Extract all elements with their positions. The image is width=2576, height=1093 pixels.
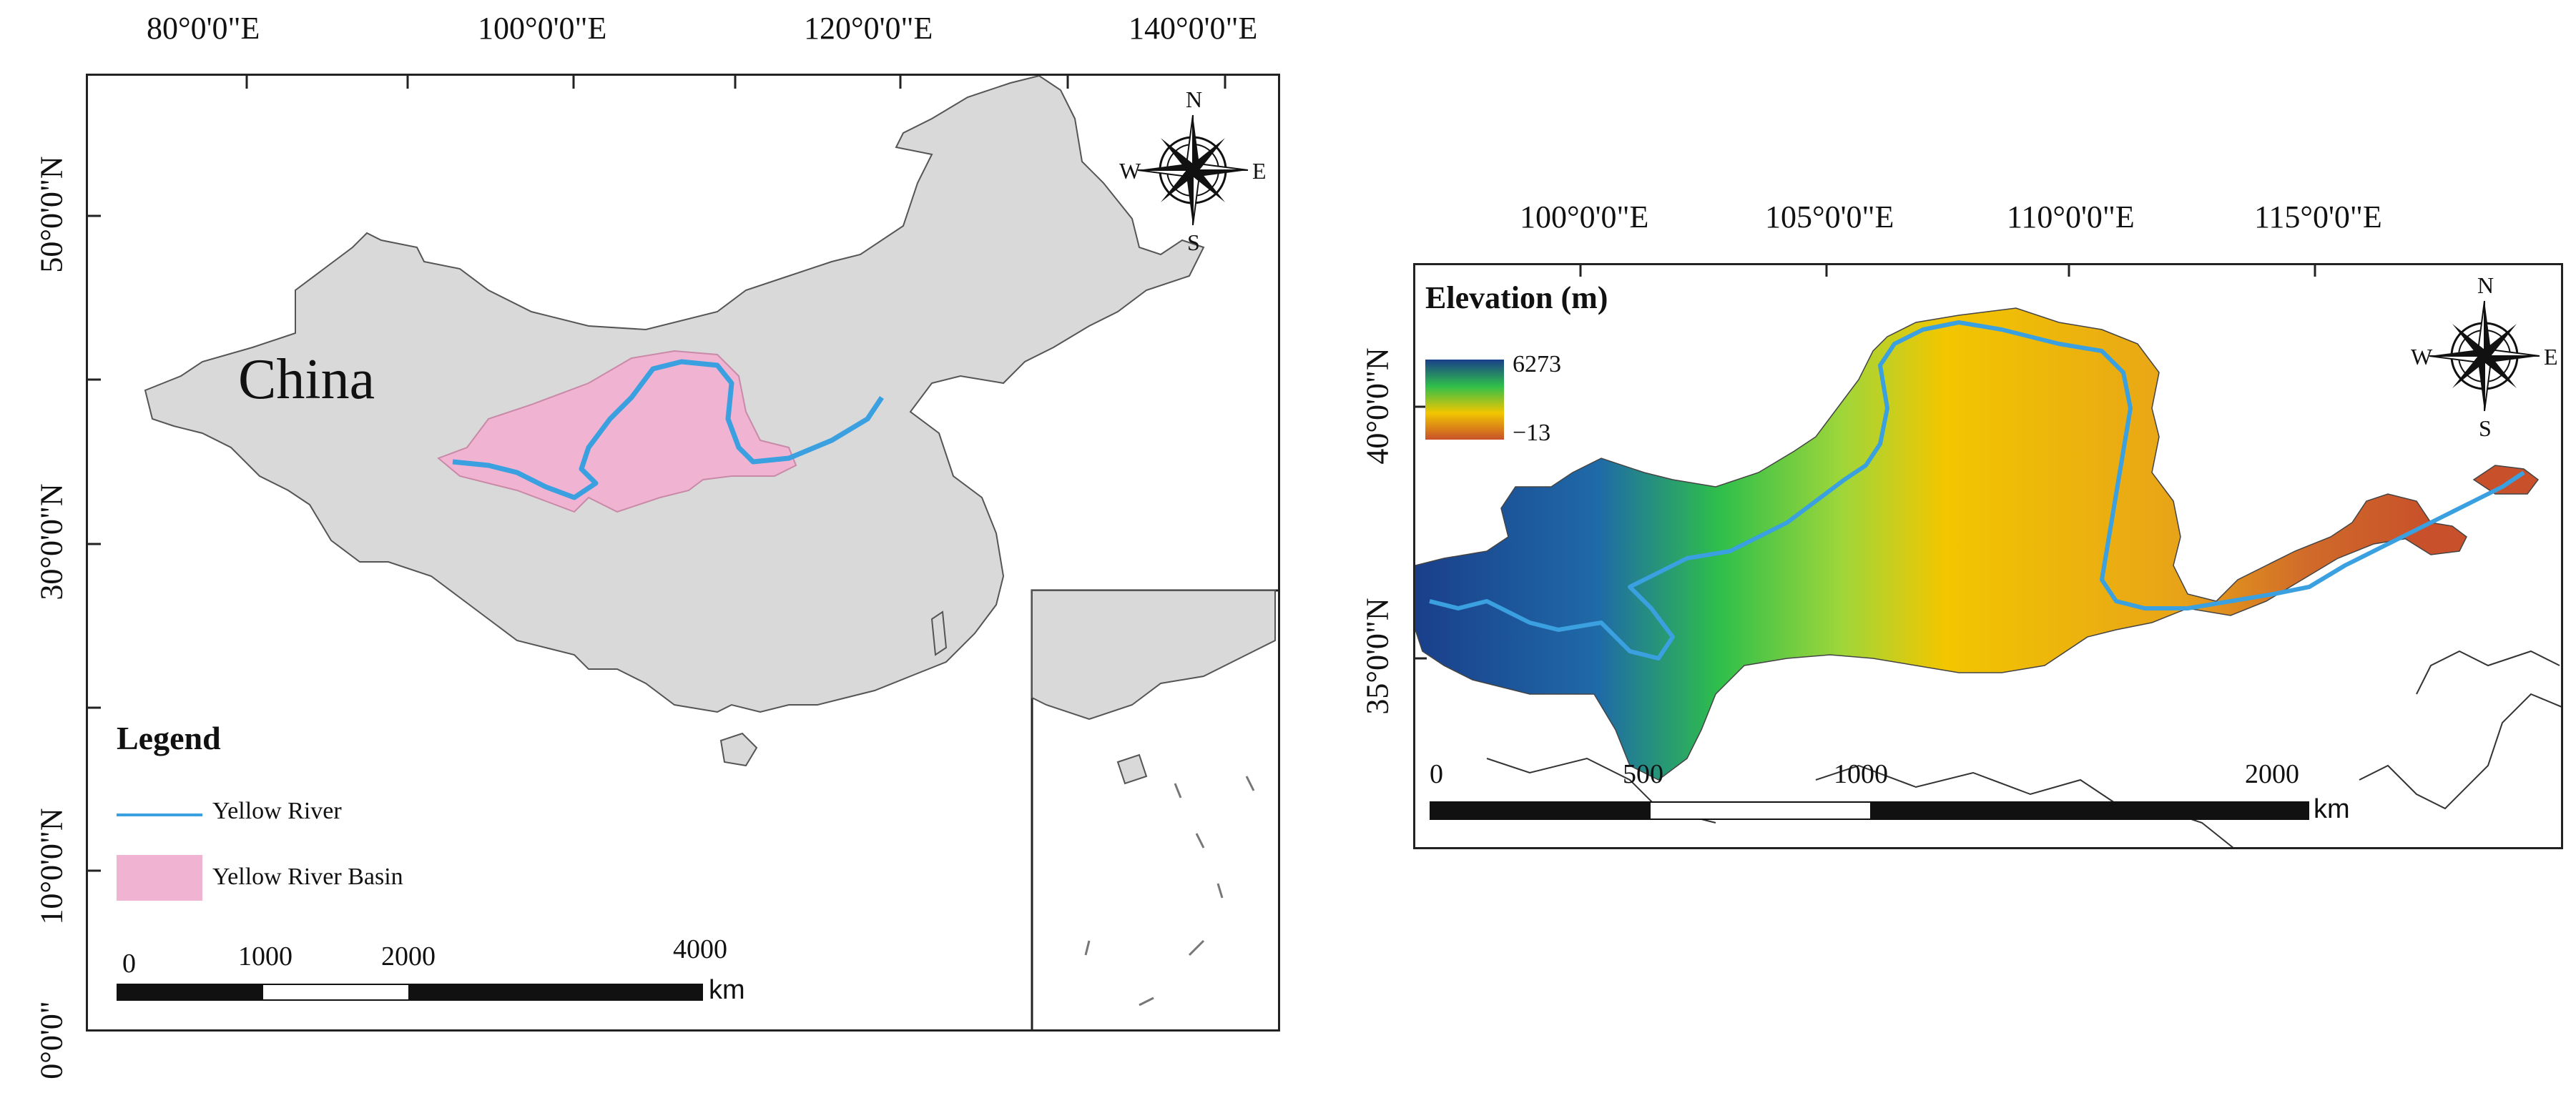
right-map-frame: Elevation (m) 6273 −13: [1413, 263, 2563, 849]
elevation-basin: [1415, 307, 2432, 781]
right-scale-label-1000: 1000: [1834, 759, 1888, 789]
taiwan-island: [930, 610, 948, 656]
china-label: China: [238, 348, 375, 411]
elevation-colorbar: [1425, 360, 1504, 440]
legend-title: Legend: [117, 720, 221, 756]
right-map-canvas: [1415, 265, 2561, 847]
left-scalebar: 0 1000 2000 4000 km: [117, 934, 746, 1019]
elevation-legend: Elevation (m) 6273 −13: [1425, 280, 1683, 446]
right-compass-n: N: [2477, 272, 2494, 298]
right-top-tick-105e: 105°0'0"E: [1765, 199, 1894, 234]
left-map-canvas: [88, 76, 1278, 1029]
left-compass-e: E: [1252, 158, 1267, 184]
left-scalebar-bar: [117, 984, 703, 1001]
right-scale-label-2000: 2000: [2245, 759, 2299, 789]
left-scale-label-2000: 2000: [381, 941, 436, 971]
right-compass-e: E: [2544, 344, 2558, 370]
left-compass-n: N: [1186, 86, 1203, 112]
right-compass-rose: N S W E: [2409, 272, 2560, 441]
left-compass-s: S: [1187, 229, 1200, 255]
inset-coastline: [1031, 590, 1276, 721]
elevation-title: Elevation (m): [1425, 280, 1608, 315]
right-top-tick-110e: 110°0'0"E: [2007, 199, 2135, 234]
left-top-tick-140e: 140°0'0"E: [1129, 11, 1258, 46]
right-top-tick-115e: 115°0'0"E: [2254, 199, 2382, 234]
left-map-frame: N S W E China Legend Yellow River Yellow…: [86, 74, 1280, 1032]
right-scalebar-bar: [1430, 801, 2309, 820]
right-scale-label-0: 0: [1430, 759, 1443, 789]
left-top-tick-80e: 80°0'0"E: [147, 11, 260, 46]
legend-river-swatch: [117, 813, 202, 816]
right-map: 100°0'0"E 105°0'0"E 110°0'0"E 115°0'0"E …: [1302, 0, 2576, 1093]
right-scalebar: 0 500 1000 2000 km: [1430, 758, 2359, 844]
right-top-tick-100e: 100°0'0"E: [1520, 199, 1649, 234]
right-yellow-river-line: [1429, 320, 2525, 661]
right-scale-unit: km: [2314, 794, 2350, 824]
right-scale-label-500: 500: [1623, 759, 1663, 789]
left-scale-label-1000: 1000: [238, 941, 292, 971]
left-compass-w: W: [1119, 158, 1141, 184]
legend-item-basin: Yellow River Basin: [117, 855, 488, 905]
delta-patch: [2472, 465, 2540, 495]
right-compass-s: S: [2479, 415, 2492, 441]
nine-dash-line: [1084, 776, 1255, 1007]
left-top-tick-100e: 100°0'0"E: [478, 11, 607, 46]
legend-item-yellow-river: Yellow River: [117, 798, 474, 834]
left-scale-label-4000: 4000: [673, 934, 727, 964]
legend-river-label: Yellow River: [212, 798, 342, 824]
legend-basin-swatch: [117, 855, 202, 901]
left-scale-unit: km: [709, 975, 745, 1005]
hainan-island: [719, 732, 758, 767]
yellow-river-basin: [437, 350, 797, 513]
elevation-max-label: 6273: [1513, 351, 1561, 377]
elevation-min-label: −13: [1513, 420, 1551, 446]
right-compass-w: W: [2411, 344, 2433, 370]
left-compass-rose: N S W E: [1118, 86, 1268, 255]
left-scale-label-0: 0: [122, 949, 136, 979]
inset-island: [1116, 753, 1148, 785]
yellow-river-line: [452, 359, 884, 500]
left-legend: Legend Yellow River Yellow River Basin: [117, 719, 546, 934]
left-map: 80°0'0"E 100°0'0"E 120°0'0"E 140°0'0"E 5…: [34, 11, 1280, 1079]
left-top-tick-120e: 120°0'0"E: [804, 11, 933, 46]
legend-basin-label: Yellow River Basin: [212, 864, 403, 890]
